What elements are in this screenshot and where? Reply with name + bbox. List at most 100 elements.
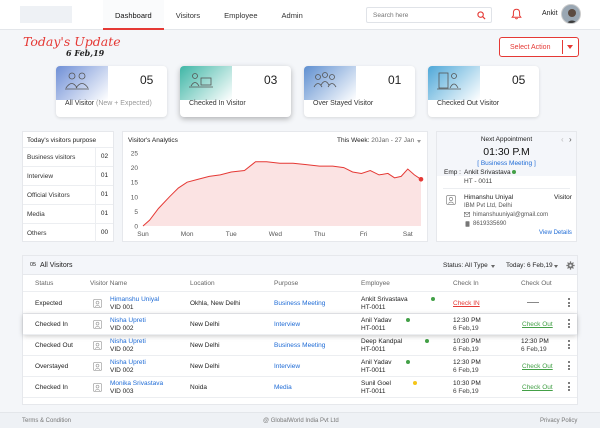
- chevron-right-icon[interactable]: ›: [569, 135, 572, 144]
- row-check-in-time: 10:30 PM: [453, 380, 481, 387]
- row-employee: Sunil Goel: [361, 380, 391, 387]
- x-tick-label: Mon: [181, 231, 194, 238]
- week-filter[interactable]: This Week: 20Jan - 27 Jan: [337, 137, 414, 144]
- row-visitor-id: VID 002: [110, 367, 134, 374]
- table-row[interactable]: Overstayed Nisha Upreti VID 002 New Delhi In…: [23, 356, 577, 377]
- row-purpose[interactable]: Business Meeting: [274, 300, 326, 307]
- bell-icon[interactable]: [511, 8, 522, 20]
- purpose-label: Official Visitors: [27, 192, 70, 199]
- x-tick-label: Wed: [269, 231, 283, 238]
- status-dot: [512, 170, 516, 174]
- col-employee[interactable]: Employee: [361, 280, 390, 287]
- more-vertical-icon[interactable]: [567, 382, 571, 393]
- nav-admin[interactable]: Admin: [281, 11, 303, 20]
- check-in-link[interactable]: Check IN: [453, 300, 480, 307]
- card-all-visitor[interactable]: 05 All Visitor (New + Expected): [56, 66, 167, 117]
- visitor-user-icon: [93, 362, 102, 371]
- row-purpose[interactable]: Interview: [274, 321, 301, 328]
- appointment-header: [437, 132, 576, 176]
- col-purpose[interactable]: Purpose: [274, 280, 299, 287]
- row-visitor-name[interactable]: Nisha Upreti: [110, 317, 146, 324]
- x-tick-label: Sat: [403, 231, 413, 238]
- table-row[interactable]: Checked In Nisha Upreti VID 002 New Delhi In…: [23, 314, 577, 335]
- col-location[interactable]: Location: [190, 280, 215, 287]
- chevron-left-icon[interactable]: ‹: [561, 135, 564, 144]
- row-visitor-name[interactable]: Nisha Upreti: [110, 359, 146, 366]
- appointment-purpose: [ Business Meeting ]: [477, 160, 536, 167]
- select-action-dropdown[interactable]: Select Action: [499, 37, 579, 57]
- privacy-link[interactable]: Privacy Policy: [540, 418, 578, 424]
- table-row[interactable]: Checked Out Nisha Upreti VID 002 New Delhi B…: [23, 335, 577, 356]
- row-visitor-id: VID 002: [110, 325, 134, 332]
- more-vertical-icon[interactable]: [567, 298, 571, 309]
- nav-visitors[interactable]: Visitors: [175, 11, 201, 20]
- table-row[interactable]: Expected Himanshu Uniyal VID 001 Okhla, New…: [23, 293, 577, 314]
- view-details-link[interactable]: View Details: [539, 230, 572, 236]
- gear-icon[interactable]: [566, 261, 575, 270]
- check-out-link[interactable]: Check Out: [522, 384, 553, 391]
- chart-point: [418, 176, 424, 182]
- row-purpose[interactable]: Media: [274, 384, 292, 391]
- card-checked-out[interactable]: 05 Checked Out Visitor: [428, 66, 539, 117]
- appointment-title: Next Appointment: [480, 136, 533, 143]
- row-purpose[interactable]: Business Meeting: [274, 342, 326, 349]
- search-input[interactable]: [367, 8, 467, 22]
- row-visitor-id: VID 003: [110, 388, 134, 395]
- purpose-value: 00: [95, 224, 113, 242]
- visitor-phone[interactable]: 8619335690: [473, 221, 507, 227]
- status-filter[interactable]: Status: All Type: [443, 262, 488, 269]
- card-count: 05: [512, 73, 526, 87]
- avatar[interactable]: [561, 4, 581, 24]
- divider: [443, 188, 570, 189]
- y-tick-label: 10: [131, 194, 139, 201]
- row-visitor-name[interactable]: Himanshu Uniyal: [110, 296, 160, 303]
- chevron-down-icon[interactable]: [554, 265, 558, 268]
- analytics-chart: 0 5 10 15 20 25 Sun Mon Tue Wed Thu Fri Sat: [131, 151, 424, 238]
- card-over-stayed[interactable]: 01 Over Stayed Visitor: [304, 66, 415, 117]
- row-check-in-date: 6 Feb,19: [453, 367, 479, 374]
- y-tick-label: 5: [134, 209, 138, 216]
- more-vertical-icon[interactable]: [567, 340, 571, 351]
- employee-name: Ankit Srivastava: [464, 169, 511, 176]
- card-band: [304, 66, 356, 100]
- nav-employee[interactable]: Employee: [224, 11, 258, 20]
- card-checked-in[interactable]: 03 Checked In Visitor: [180, 66, 291, 117]
- status-dot: [413, 381, 417, 385]
- card-band: [428, 66, 480, 100]
- row-purpose[interactable]: Interview: [274, 363, 301, 370]
- chevron-down-icon[interactable]: [567, 45, 573, 49]
- status-dot: [431, 297, 435, 301]
- more-vertical-icon[interactable]: [567, 319, 571, 330]
- terms-link[interactable]: Terms & Condition: [22, 418, 72, 424]
- page-date: 6 Feb,19: [66, 48, 105, 58]
- col-visitor-name[interactable]: Visitor Name: [90, 280, 128, 287]
- search-icon[interactable]: [477, 11, 486, 20]
- visitor-tag: Visitor: [554, 194, 572, 201]
- check-out-link[interactable]: Check Out: [522, 321, 553, 328]
- row-visitor-name[interactable]: Monika Srivastava: [110, 380, 164, 387]
- date-filter[interactable]: Today: 6 Feb,19: [506, 262, 553, 269]
- table-row[interactable]: Checked In Monika Srivastava VID 003 Noida M…: [23, 377, 577, 398]
- col-check-out[interactable]: Check Out: [521, 280, 552, 287]
- card-label-text: All Visitor: [65, 100, 95, 107]
- nav-dashboard[interactable]: Dashboard: [103, 0, 164, 30]
- logo[interactable]: [20, 6, 72, 23]
- chevron-down-icon[interactable]: [417, 140, 421, 143]
- check-out-link[interactable]: Check Out: [522, 363, 553, 370]
- chevron-down-icon[interactable]: [491, 265, 495, 268]
- row-employee-id: HT-0011: [361, 304, 386, 311]
- more-vertical-icon[interactable]: [567, 361, 571, 372]
- row-visitor-name[interactable]: Nisha Upreti: [110, 338, 146, 345]
- purpose-value: 01: [95, 167, 113, 185]
- user-name[interactable]: Ankit: [542, 10, 558, 17]
- col-status[interactable]: Status: [35, 280, 54, 287]
- col-check-in[interactable]: Check In: [453, 280, 479, 287]
- purpose-row: Business visitors 02: [23, 148, 113, 167]
- purpose-value: 01: [95, 205, 113, 223]
- visitor-email[interactable]: himanshuuniyal@gmail.com: [473, 212, 549, 218]
- purpose-label: Media: [27, 211, 45, 218]
- row-check-in-time: 12:30 PM: [453, 317, 481, 324]
- status-dot: [406, 318, 410, 322]
- user-avatar-icon: [562, 5, 580, 23]
- status-dot: [425, 339, 429, 343]
